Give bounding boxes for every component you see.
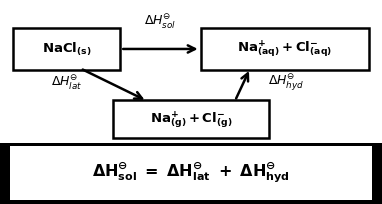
Text: $\Delta H^{\ominus}_{lat}$: $\Delta H^{\ominus}_{lat}$ (51, 73, 83, 92)
Text: $\Delta H^{\ominus}_{hyd}$: $\Delta H^{\ominus}_{hyd}$ (269, 72, 304, 93)
FancyArrowPatch shape (236, 73, 248, 99)
FancyBboxPatch shape (10, 146, 372, 200)
FancyBboxPatch shape (113, 100, 269, 138)
Text: $\Delta H^{\ominus}_{sol}$: $\Delta H^{\ominus}_{sol}$ (144, 12, 176, 31)
Text: $\bf{\Delta} \it{\bf{H}}^{\mathbf{\ominus}}_{\mathbf{sol}}$$\mathbf{\ =\ }$$\bf{: $\bf{\Delta} \it{\bf{H}}^{\mathbf{\ominu… (92, 161, 290, 185)
FancyBboxPatch shape (13, 28, 120, 70)
FancyArrowPatch shape (83, 70, 142, 99)
FancyArrowPatch shape (123, 45, 195, 53)
Bar (0, 143, 382, 204)
FancyBboxPatch shape (201, 28, 369, 70)
Text: $\mathbf{Na^{+}_{(aq)} + Cl^{-}_{(aq)}}$: $\mathbf{Na^{+}_{(aq)} + Cl^{-}_{(aq)}}$ (237, 39, 332, 59)
Text: $\mathbf{NaCl_{(s)}}$: $\mathbf{NaCl_{(s)}}$ (42, 40, 92, 58)
Text: $\mathbf{Na^{+}_{(g)} + Cl^{-}_{(g)}}$: $\mathbf{Na^{+}_{(g)} + Cl^{-}_{(g)}}$ (150, 109, 232, 130)
